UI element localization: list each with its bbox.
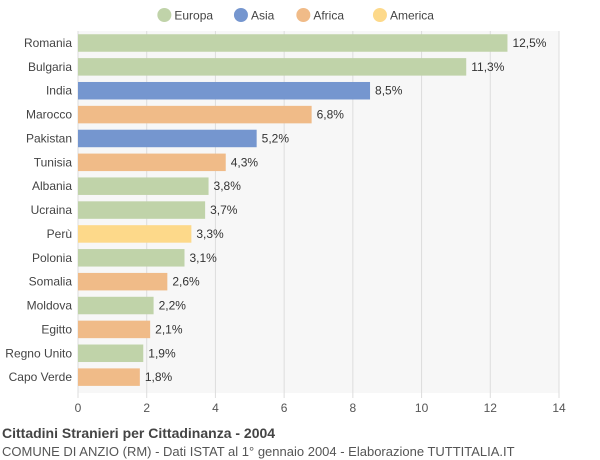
bar-group: Tunisia 4,3%: [34, 153, 259, 172]
legend-item: Europa: [157, 8, 213, 23]
bar-group: Bulgaria 11,3%: [28, 58, 505, 76]
legend-swatch: [296, 8, 311, 22]
value-label: 11,3%: [471, 60, 504, 74]
value-label: 1,8%: [145, 370, 173, 384]
chart-subtitle: COMUNE DI ANZIO (RM) - Dati ISTAT al 1° …: [2, 444, 515, 459]
chart-title: Cittadini Stranieri per Cittadinanza - 2…: [2, 425, 276, 441]
category-label: Romania: [24, 36, 72, 50]
value-label: 5,2%: [262, 131, 290, 145]
value-label: 2,6%: [172, 275, 200, 289]
legend-label: America: [390, 9, 434, 23]
bar: [78, 201, 206, 219]
x-tick-label: 10: [415, 401, 429, 415]
category-label: Somalia: [29, 275, 73, 289]
bar: [78, 368, 140, 386]
value-label: 1,9%: [148, 346, 176, 360]
legend-swatch: [372, 8, 387, 22]
bar-group: India 8,5%: [46, 81, 403, 100]
x-axis: 0 2 4 6 8 10 12 14: [75, 401, 566, 415]
legend-item: Asia: [233, 8, 275, 23]
bar: [78, 320, 151, 339]
category-label: Tunisia: [34, 155, 73, 169]
bar: [78, 153, 226, 172]
bar-group: Marocco 6,8%: [26, 105, 345, 124]
bars: Romania 12,5% Bulgaria 11,3% India 8,5% Marocc…: [5, 34, 547, 386]
bar: [78, 296, 154, 315]
bar: [78, 129, 257, 148]
legend-item: Africa: [296, 8, 344, 23]
value-label: 4,3%: [231, 155, 259, 169]
bar: [78, 249, 185, 267]
category-label: India: [46, 84, 72, 98]
legend-label: Europa: [174, 9, 213, 23]
x-tick-label: 8: [350, 401, 357, 415]
bar-group: Polonia 3,1%: [32, 249, 218, 267]
value-label: 3,7%: [210, 203, 238, 217]
bar-group: Ucraina 3,7%: [31, 201, 238, 219]
category-label: Moldova: [27, 299, 73, 313]
x-tick-label: 12: [484, 401, 498, 415]
bar-group: Perù 3,3%: [47, 225, 224, 243]
legend-swatch: [233, 8, 248, 22]
legend-swatch: [157, 8, 172, 22]
bar: [78, 105, 312, 124]
x-tick-label: 2: [143, 401, 150, 415]
bar: [78, 58, 467, 76]
legend-label: Africa: [313, 9, 344, 23]
x-tick-label: 14: [552, 401, 566, 415]
x-tick-label: 0: [75, 401, 82, 415]
value-label: 3,3%: [196, 227, 224, 241]
bar-group: Egitto 2,1%: [41, 320, 183, 339]
bar-group: Moldova 2,2%: [27, 296, 187, 315]
category-label: Capo Verde: [9, 370, 73, 384]
bar: [78, 344, 144, 363]
value-label: 2,2%: [159, 299, 187, 313]
bar-group: Somalia 2,6%: [29, 272, 200, 291]
legend-label: Asia: [251, 9, 275, 23]
category-label: Bulgaria: [28, 60, 72, 74]
value-label: 2,1%: [155, 322, 183, 336]
bar-group: Albania 3,8%: [32, 177, 241, 195]
value-label: 12,5%: [512, 36, 546, 50]
bar-group: Regno Unito 1,9%: [5, 344, 176, 363]
x-tick-label: 4: [212, 401, 219, 415]
category-label: Albania: [32, 179, 72, 193]
category-label: Perù: [47, 227, 72, 241]
category-label: Regno Unito: [5, 346, 72, 360]
legend-item: America: [372, 8, 434, 23]
value-label: 6,8%: [317, 108, 345, 122]
bar-group: Pakistan 5,2%: [26, 129, 290, 148]
bar: [78, 225, 192, 243]
category-label: Ucraina: [31, 203, 73, 217]
category-label: Egitto: [41, 322, 72, 336]
category-label: Polonia: [32, 251, 72, 265]
bar: [78, 177, 209, 195]
category-label: Marocco: [26, 108, 72, 122]
value-label: 3,8%: [214, 179, 242, 193]
legend: Europa Asia Africa America: [157, 8, 434, 23]
bar-group: Romania 12,5%: [24, 34, 547, 52]
category-label: Pakistan: [26, 131, 72, 145]
value-label: 8,5%: [375, 84, 403, 98]
x-tick-label: 6: [281, 401, 288, 415]
bar-group: Capo Verde 1,8%: [9, 368, 173, 386]
bar: [78, 34, 508, 52]
value-label: 3,1%: [190, 251, 218, 265]
bar: [78, 272, 168, 291]
bar-chart: Europa Asia Africa America Romania 12,5% Bulg…: [5, 8, 566, 415]
bar: [78, 81, 371, 100]
